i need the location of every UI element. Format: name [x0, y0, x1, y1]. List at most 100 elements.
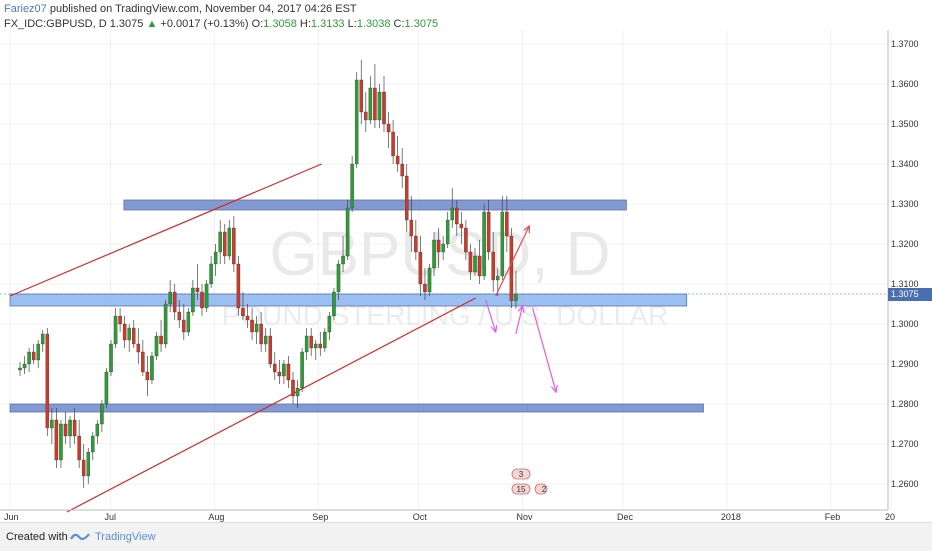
candle-body [159, 335, 163, 345]
candle [154, 332, 159, 360]
candle-body [50, 419, 54, 429]
candle [386, 112, 391, 148]
candle-body [22, 363, 27, 369]
candle-body [368, 87, 373, 121]
candle [54, 408, 59, 468]
candle [209, 256, 213, 288]
candle-body [113, 315, 118, 345]
tradingview-link[interactable]: TradingView [95, 531, 156, 543]
candle [373, 64, 377, 128]
candle-body [236, 263, 241, 309]
price-tick-label: 1.2800 [891, 398, 919, 409]
candle-body [81, 459, 86, 477]
candle-body [295, 387, 300, 397]
author-link[interactable]: Fariez07 [4, 3, 47, 15]
candle-body [154, 335, 159, 357]
candle [18, 362, 22, 376]
projection-arrow [495, 224, 530, 297]
economic-event-marker[interactable]: 3 [511, 468, 531, 480]
candle [473, 248, 477, 276]
arrow-shaft [495, 225, 530, 297]
candle-body [359, 79, 363, 113]
arrow-head-icon [550, 385, 558, 394]
candle [250, 308, 254, 340]
candle-body [150, 355, 154, 381]
candle-body [450, 207, 454, 221]
time-tick-label: Sep [312, 512, 329, 522]
symbol-label[interactable]: FX_IDC:GBPUSD, D [4, 18, 107, 30]
candle [36, 340, 40, 368]
candle [263, 328, 268, 352]
candle [459, 212, 464, 244]
candle [345, 200, 350, 260]
last-price-badge: 1.3075 [888, 287, 932, 301]
projection-arrows [485, 224, 558, 394]
candle [359, 60, 363, 124]
candle-body [514, 293, 518, 301]
candle-body [455, 207, 459, 225]
candle-body [382, 91, 386, 125]
candle [222, 224, 227, 264]
candle [131, 320, 136, 348]
candle-body [232, 227, 236, 265]
candle [172, 284, 177, 320]
candle-body [72, 419, 77, 437]
support-resistance-zone [9, 403, 704, 413]
candle-body [432, 239, 436, 269]
candle [509, 228, 514, 308]
candle [213, 244, 218, 276]
price-tick-label: 1.3100 [891, 278, 919, 289]
candle-body [141, 351, 145, 373]
candle-body [122, 323, 127, 341]
time-tick-label: Nov [516, 512, 533, 522]
candle [100, 400, 104, 432]
economic-event-marker[interactable]: 15 [511, 483, 531, 495]
arrow-head-icon [523, 224, 530, 234]
candle-body [323, 331, 327, 349]
candle [186, 308, 191, 336]
candle-body [486, 211, 491, 253]
candle [91, 432, 95, 460]
candle-body [136, 343, 141, 353]
economic-event-marker[interactable]: 2 [534, 483, 548, 495]
candle-body [395, 155, 400, 165]
tradingview-logo-icon[interactable] [70, 530, 90, 542]
candle [500, 196, 505, 280]
candle-body [27, 351, 31, 365]
candle-body [332, 291, 336, 317]
candle-body [409, 219, 414, 237]
candle [254, 316, 259, 344]
candle-body [505, 211, 509, 237]
candle-body [31, 351, 36, 361]
candle-body [500, 211, 505, 277]
candle [227, 220, 232, 260]
candle-body [414, 235, 418, 253]
candle-body [168, 291, 172, 305]
price-tick-label: 1.3500 [891, 118, 919, 129]
candle [182, 304, 186, 340]
candle-body [291, 379, 295, 397]
event-markers[interactable]: 3 15 2 [511, 468, 548, 495]
candle-body [427, 267, 432, 293]
candle [177, 300, 181, 328]
candle [491, 232, 495, 292]
candle [259, 312, 263, 352]
candle-body [327, 315, 332, 333]
open-label: O: [251, 18, 264, 30]
time-tick-label: Jun [4, 512, 19, 522]
candle-body [341, 255, 345, 265]
candle-body [445, 219, 450, 245]
candle [22, 356, 27, 374]
time-tick-label: 20 [885, 512, 896, 522]
candle-body [18, 367, 22, 371]
candle-body [77, 435, 81, 461]
candle [59, 420, 63, 468]
candle-body [145, 371, 150, 381]
candle [81, 444, 86, 488]
candle [364, 92, 368, 132]
watermark-symbol: GBPUSD, D [269, 220, 610, 289]
candle [427, 264, 432, 296]
candle [141, 340, 145, 376]
candle-body [464, 227, 468, 253]
